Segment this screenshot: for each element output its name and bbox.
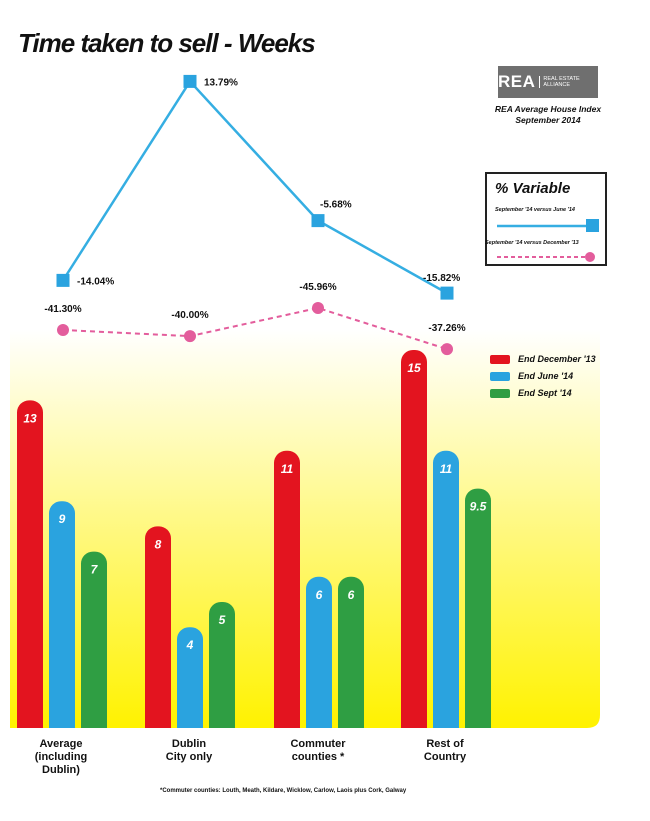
bar-jun14-2: [306, 576, 332, 742]
variable-legend-symbols: [497, 219, 599, 262]
bar-dec13-1: [145, 526, 171, 742]
legend-line1-marker: [586, 219, 599, 232]
marker-sep-vs-dec-0: [57, 324, 69, 336]
label-sep-vs-dec-2: -45.96%: [299, 282, 336, 293]
label-sep-vs-jun-3: -15.82%: [423, 273, 460, 284]
rea-logo-block: REA REAL ESTATE ALLIANCE REA Average Hou…: [492, 66, 604, 126]
logo-main-text: REA: [498, 72, 536, 91]
legend-line2-marker: [585, 252, 595, 262]
baseline-mask: [10, 728, 610, 748]
bar-dec13-2: [274, 450, 300, 742]
category-label-commuter: Commuter counties *: [290, 738, 346, 763]
legend-item-jun14: End June '14: [490, 371, 573, 381]
label-sep-vs-jun-1: 13.79%: [204, 77, 238, 88]
label-sep-vs-jun-2: -5.68%: [320, 200, 352, 211]
bar-value-label-dec13-1: 8: [155, 537, 162, 551]
legend-label-sep14: End Sept '14: [518, 388, 572, 398]
footnote: *Commuter counties: Louth, Meath, Kildar…: [160, 788, 407, 794]
legend-swatch-jun14: [490, 371, 510, 381]
bar-value-label-sep14-0: 7: [91, 563, 99, 577]
marker-sep-vs-dec-2: [312, 301, 324, 314]
category-label-dublin: Dublin City only: [165, 738, 213, 763]
legend-line1-label: September '14 versus June '14: [495, 207, 575, 213]
bar-value-label-sep14-1: 5: [219, 613, 226, 627]
variable-legend-title: % Variable: [495, 180, 571, 197]
label-sep-vs-dec-3: -37.26%: [428, 323, 465, 334]
legend-swatch-sep14: [490, 388, 510, 398]
bar-value-label-jun14-1: 4: [186, 638, 194, 652]
bar-dec13-0: [17, 400, 43, 742]
marker-sep-vs-jun-0: [56, 273, 70, 287]
bar-value-label-jun14-3: 11: [440, 462, 453, 476]
line-sep-vs-jun: [61, 79, 448, 295]
legend-item-sep14: End Sept '14: [490, 388, 572, 398]
bar-sep14-0: [81, 551, 107, 742]
line-series-group: -14.04% 13.79% -5.68% -15.82% -41.30% -40.00%…: [44, 74, 466, 356]
logo-sub-text: REAL ESTATE ALLIANCE: [539, 76, 598, 88]
legend-label-dec13: End December '13: [518, 354, 596, 364]
category-label-average: Average (including Dublin): [34, 738, 88, 776]
bar-dec13-3: [401, 350, 427, 742]
legend-swatch-dec13: [490, 354, 510, 364]
variable-legend: % Variable September '14 versus June '14…: [485, 172, 607, 266]
bar-jun14-1: [177, 627, 203, 742]
marker-sep-vs-dec-1: [184, 330, 196, 343]
bar-value-label-sep14-3: 9.5: [470, 500, 487, 514]
logo-caption: REA Average House Index September 2014: [492, 104, 604, 126]
label-sep-vs-jun-0: -14.04%: [77, 276, 114, 287]
marker-sep-vs-jun-3: [440, 286, 454, 300]
legend-label-jun14: End June '14: [518, 371, 574, 381]
label-sep-vs-dec-1: -40.00%: [171, 310, 208, 321]
bar-value-label-sep14-2: 6: [348, 588, 355, 602]
chart-title: Time taken to sell - Weeks: [18, 28, 316, 58]
bar-jun14-0: [49, 501, 75, 742]
bar-sep14-1: [209, 602, 235, 742]
marker-sep-vs-jun-1: [183, 74, 197, 88]
bar-value-label-dec13-0: 13: [23, 411, 37, 425]
bar-sep14-3: [465, 488, 491, 742]
marker-sep-vs-dec-3: [441, 343, 453, 356]
legend-item-dec13: End December '13: [490, 354, 596, 364]
legend-line2-label: September '14 versus December '13: [485, 240, 579, 246]
rea-logo: REA REAL ESTATE ALLIANCE: [498, 66, 598, 98]
category-label-rest: Rest of Country: [423, 738, 467, 763]
bar-jun14-3: [433, 450, 459, 742]
label-sep-vs-dec-0: -41.30%: [44, 304, 81, 315]
logo-caption-line1: REA Average House Index: [494, 104, 602, 114]
bar-value-label-dec13-3: 15: [407, 361, 421, 375]
bar-value-label-dec13-2: 11: [281, 462, 294, 476]
line-sep-vs-dec: [62, 306, 448, 351]
bar-value-label-jun14-0: 9: [59, 512, 66, 526]
marker-sep-vs-jun-2: [311, 214, 325, 228]
logo-caption-line2: September 2014: [515, 115, 581, 125]
bar-series-group: 13 8 11 15 9 4 6 11 7 5 6 9.5: [10, 350, 610, 748]
bar-sep14-2: [338, 576, 364, 742]
bar-value-label-jun14-2: 6: [316, 588, 323, 602]
